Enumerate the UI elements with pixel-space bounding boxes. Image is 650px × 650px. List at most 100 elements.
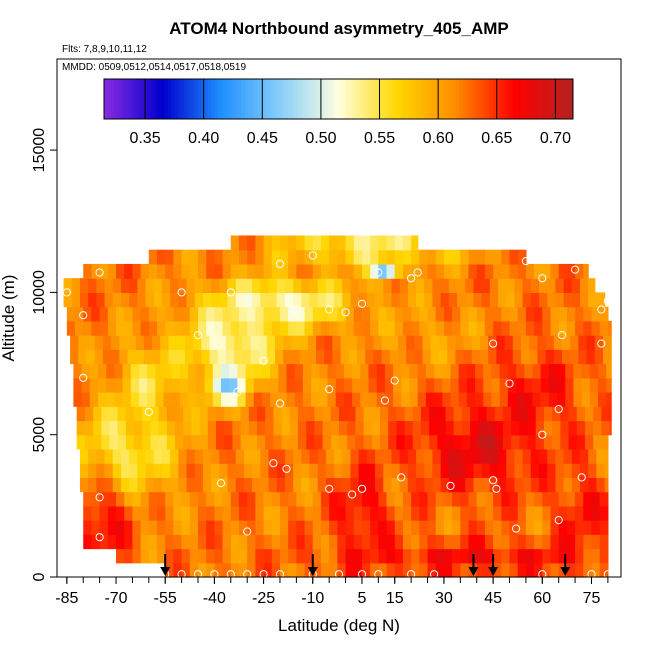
heatmap-cell xyxy=(232,406,242,422)
heatmap-cell xyxy=(227,463,237,478)
heatmap-cell xyxy=(284,448,294,464)
heatmap-cell xyxy=(353,306,363,322)
heatmap-cell xyxy=(566,505,576,521)
heatmap-cell xyxy=(296,320,306,336)
heatmap-cell xyxy=(148,306,158,322)
colorbar-swatch xyxy=(268,79,272,119)
heatmap-cell xyxy=(202,278,212,293)
heatmap-cell xyxy=(202,463,212,478)
heatmap-cell xyxy=(71,292,81,308)
heatmap-cell xyxy=(222,320,232,336)
sample-point xyxy=(538,430,547,439)
heatmap-cell xyxy=(230,520,240,535)
heatmap-cell xyxy=(345,235,355,251)
heatmap-cell xyxy=(552,406,561,422)
heatmap-cell xyxy=(558,534,568,550)
heatmap-cell xyxy=(260,477,270,493)
heatmap-cell xyxy=(293,292,302,308)
heatmap-cell xyxy=(440,278,450,293)
heatmap-cell xyxy=(599,520,609,535)
heatmap-cell xyxy=(198,534,207,550)
heatmap-cell xyxy=(548,363,558,379)
colorbar-swatch xyxy=(549,79,554,119)
heatmap-cell xyxy=(147,377,156,393)
heatmap-cell xyxy=(522,463,532,478)
heatmap-cell xyxy=(493,263,502,279)
heatmap-cell xyxy=(489,292,499,308)
heatmap-cell xyxy=(409,363,419,379)
heatmap-cell xyxy=(391,278,401,293)
heatmap-cell xyxy=(534,548,543,564)
colorbar-swatch xyxy=(335,79,339,119)
heatmap-cell xyxy=(375,448,384,464)
heatmap-cell xyxy=(468,263,478,279)
heatmap-cell xyxy=(580,448,589,464)
heatmap-cell xyxy=(134,406,143,422)
heatmap-cell xyxy=(575,505,584,521)
heatmap-cell xyxy=(198,520,207,535)
heatmap-cell xyxy=(563,278,573,293)
heatmap-cell xyxy=(219,463,229,478)
heatmap-cell xyxy=(268,463,278,478)
heatmap-cell xyxy=(186,448,196,464)
heatmap-cell xyxy=(320,548,330,564)
heatmap-cell xyxy=(484,249,494,265)
heatmap-cell xyxy=(517,520,527,535)
heatmap-cell xyxy=(371,420,381,436)
heatmap-cell xyxy=(153,477,163,493)
heatmap-cell xyxy=(99,491,109,507)
heatmap-cell xyxy=(407,278,417,293)
heatmap-cell xyxy=(268,278,278,293)
heatmap-cell xyxy=(227,292,237,308)
heatmap-cell xyxy=(219,292,229,308)
heatmap-cell xyxy=(178,477,188,493)
heatmap-cell xyxy=(161,448,171,464)
heatmap-cell xyxy=(529,335,538,350)
colorbar-swatch xyxy=(258,79,262,119)
heatmap-cell xyxy=(555,292,565,308)
heatmap-cell xyxy=(435,263,445,279)
heatmap-cell xyxy=(157,534,166,550)
heatmap-cell xyxy=(104,448,114,464)
heatmap-cell xyxy=(214,520,224,535)
heatmap-cell xyxy=(179,392,189,407)
heatmap-cell xyxy=(279,505,289,521)
heatmap-cell xyxy=(352,377,361,393)
heatmap-cell xyxy=(224,434,234,450)
heatmap-cell xyxy=(186,292,196,308)
heatmap-cell xyxy=(70,335,79,350)
heatmap-cell xyxy=(591,320,601,336)
heatmap-cell xyxy=(383,292,393,308)
heatmap-cell xyxy=(260,463,270,478)
heatmap-cell xyxy=(155,377,165,393)
heatmap-cell xyxy=(276,292,286,308)
heatmap-cell xyxy=(148,548,158,564)
heatmap-cell xyxy=(378,520,388,535)
heatmap-cell xyxy=(465,477,475,493)
heatmap-cell xyxy=(270,377,279,393)
heatmap-cell xyxy=(584,434,594,450)
heatmap-cell xyxy=(401,377,411,393)
sample-point xyxy=(216,479,226,488)
heatmap-cell xyxy=(89,363,99,379)
heatmap-cell xyxy=(247,505,256,521)
heatmap-cell xyxy=(161,292,171,308)
heatmap-cell xyxy=(427,491,437,507)
heatmap-cell xyxy=(542,320,552,336)
heatmap-cell xyxy=(447,349,457,365)
heatmap-cell xyxy=(143,349,153,365)
heatmap-cell xyxy=(470,434,479,450)
heatmap-cell xyxy=(452,320,461,336)
heatmap-cell xyxy=(311,392,320,407)
sample-point xyxy=(325,484,334,493)
arrow-head xyxy=(160,567,171,576)
heatmap-cell xyxy=(327,392,337,407)
heatmap-cell xyxy=(386,491,396,507)
heatmap-cell xyxy=(378,306,388,322)
heatmap-cell xyxy=(591,548,601,564)
heatmap-cell xyxy=(97,377,107,393)
heatmap-cell xyxy=(181,491,191,507)
colorbar-swatch xyxy=(298,79,303,119)
colorbar-swatch xyxy=(355,79,360,119)
heatmap-cell xyxy=(209,349,219,365)
